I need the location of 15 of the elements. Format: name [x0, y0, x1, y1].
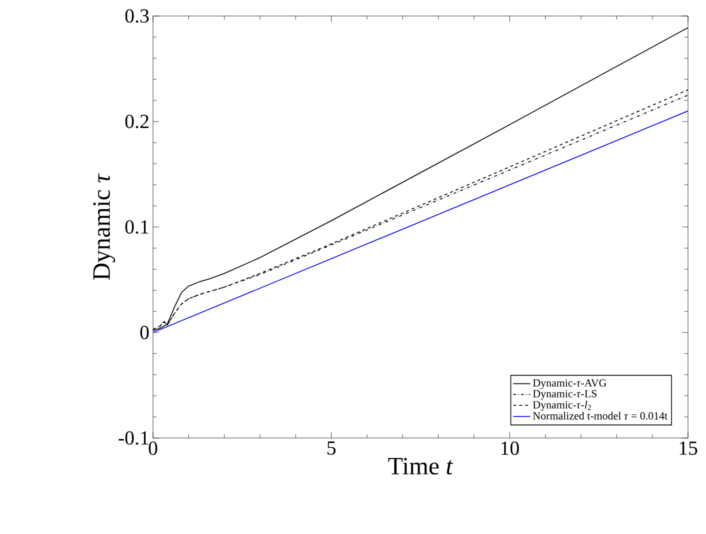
x-axis-title: Time t	[388, 458, 454, 475]
y-tick-label: 0.2	[125, 114, 148, 128]
x-tick-label: 0	[148, 442, 158, 455]
x-tick-label: 10	[501, 442, 519, 455]
legend-label: Dynamic-τ-LS	[532, 390, 596, 400]
x-tick-label: 5	[328, 442, 336, 455]
legend-label: Dynamic-τ-AVG	[532, 379, 606, 389]
y-tick-label: 0.1	[125, 220, 148, 234]
y-tick-label: -0.1	[118, 431, 148, 445]
x-tick-label: 15	[680, 442, 698, 455]
legend-label: Normalized t-model τ = 0.014t	[532, 412, 668, 420]
y-axis-title: Dynamic τ	[93, 173, 116, 280]
y-tick-label: 0.3	[125, 9, 149, 23]
y-tick-label: 0	[140, 326, 149, 340]
legend-label: Dynamic-τ-l$_{2}$	[532, 400, 591, 411]
